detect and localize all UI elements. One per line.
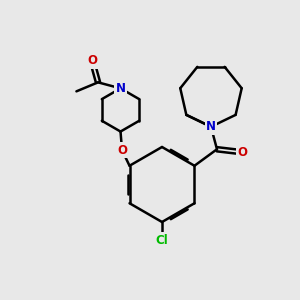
- Text: O: O: [87, 54, 97, 67]
- Text: O: O: [238, 146, 248, 159]
- Text: N: N: [116, 82, 125, 95]
- Text: O: O: [117, 144, 127, 157]
- Text: N: N: [206, 120, 216, 133]
- Text: Cl: Cl: [156, 233, 168, 247]
